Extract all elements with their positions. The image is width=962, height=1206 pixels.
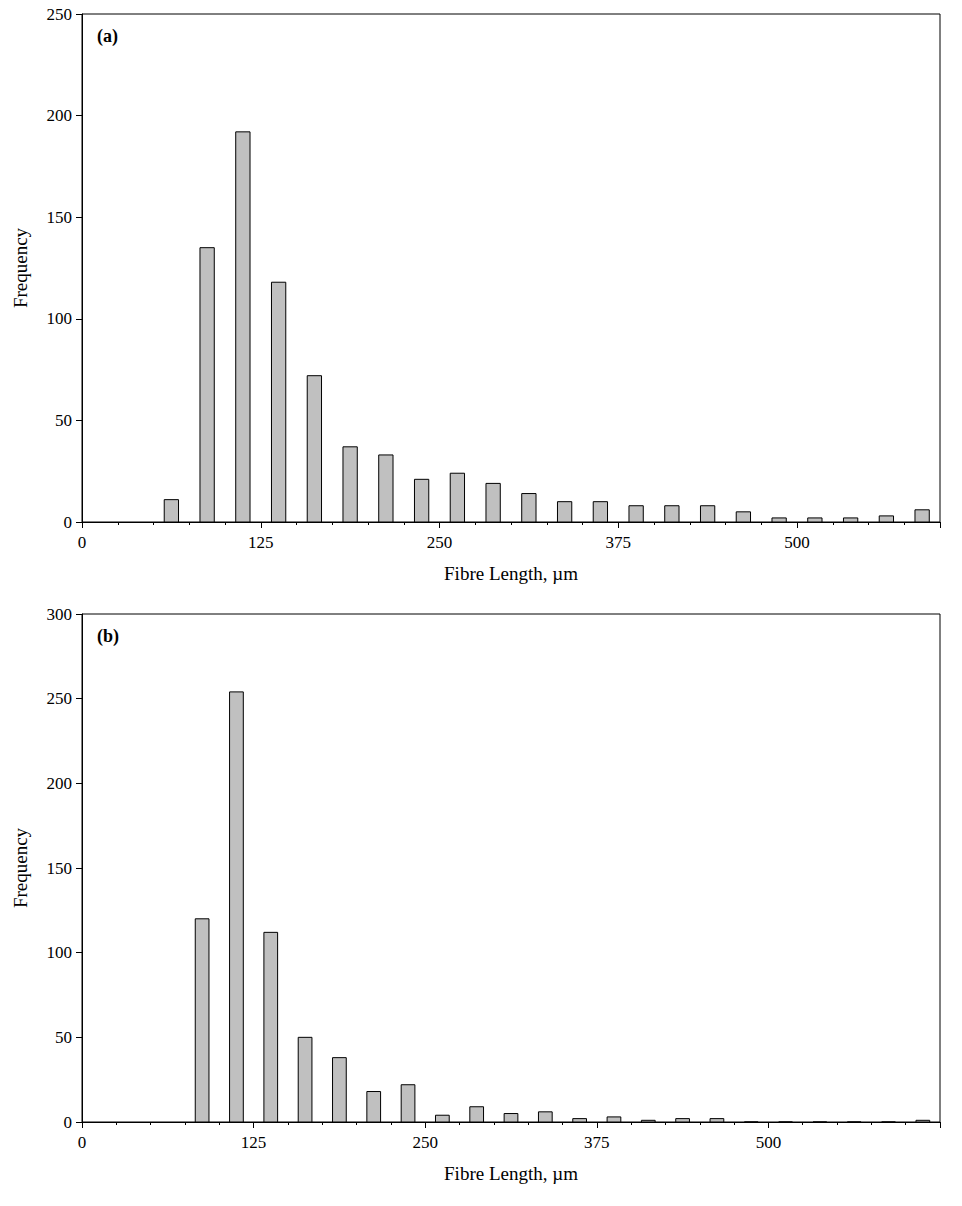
svg-text:Frequency: Frequency [10,227,31,308]
svg-text:250: 250 [412,1133,438,1152]
svg-text:(b): (b) [97,626,119,647]
svg-text:250: 250 [427,533,453,552]
svg-text:0: 0 [78,533,87,552]
svg-text:150: 150 [47,859,73,878]
svg-text:(a): (a) [97,26,118,47]
svg-text:Frequency: Frequency [10,827,31,908]
svg-text:250: 250 [47,689,73,708]
svg-text:0: 0 [78,1133,87,1152]
svg-text:0: 0 [64,1113,73,1132]
svg-text:50: 50 [55,411,72,430]
svg-text:375: 375 [606,533,632,552]
svg-text:125: 125 [241,1133,267,1152]
svg-text:Fibre Length, µm: Fibre Length, µm [444,1163,578,1184]
svg-text:0: 0 [64,513,73,532]
svg-text:100: 100 [47,943,73,962]
svg-text:50: 50 [55,1028,72,1047]
svg-text:200: 200 [47,774,73,793]
svg-text:500: 500 [784,533,810,552]
svg-text:300: 300 [47,605,73,624]
svg-text:Fibre Length, µm: Fibre Length, µm [444,563,578,584]
svg-text:150: 150 [47,208,73,227]
svg-text:375: 375 [584,1133,610,1152]
svg-text:100: 100 [47,309,73,328]
svg-text:125: 125 [248,533,274,552]
svg-text:500: 500 [756,1133,782,1152]
svg-text:250: 250 [47,5,73,24]
svg-text:200: 200 [47,106,73,125]
